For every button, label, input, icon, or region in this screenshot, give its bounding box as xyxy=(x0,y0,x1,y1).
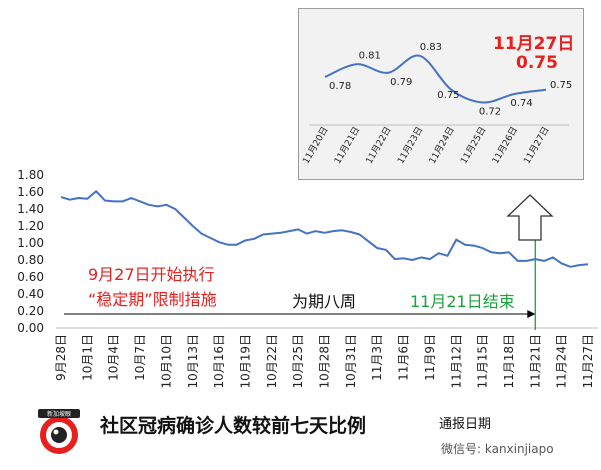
x-tick-label: 11月21日 xyxy=(528,334,542,389)
chart-title: 社区冠病确诊人数较前七天比例 xyxy=(100,415,367,437)
x-tick-label: 11月3日 xyxy=(370,334,384,381)
duration-annotation: 为期八周 xyxy=(292,292,357,311)
main-chart: 1.80 1.60 1.40 1.20 1.00 0.80 0.60 0.40 0.20 0.00… xyxy=(17,168,598,389)
y-tick-label: 0.80 xyxy=(17,253,44,267)
inset-series-line xyxy=(324,54,547,104)
x-tick-label: 10月4日 xyxy=(107,334,121,381)
inset-x-tick-label: 11月21日 xyxy=(332,125,362,166)
duration-arrow-head xyxy=(527,310,536,318)
x-tick-label: 11月6日 xyxy=(397,334,411,381)
logo-text: 新加坡眼 xyxy=(47,410,71,418)
y-tick-label: 0.40 xyxy=(17,287,44,301)
x-tick-label: 11月9日 xyxy=(423,334,437,381)
y-tick-label: 1.60 xyxy=(17,185,44,199)
logo-icon: 新加坡眼 xyxy=(38,409,80,454)
inset-data-label: 0.78 xyxy=(329,81,351,92)
x-tick-label: 11月27日 xyxy=(581,334,595,389)
policy-annotation-line1: 9月27日开始执行 xyxy=(88,265,215,284)
x-tick-label: 10月13日 xyxy=(186,334,200,389)
series-line xyxy=(60,190,589,268)
x-axis-label: 通报日期 xyxy=(439,417,492,432)
inset-zoom-panel: 0.78 0.81 0.79 0.83 0.75 0.72 0.74 0.75 11月20日 11… xyxy=(298,8,584,180)
x-tick-label: 10月19日 xyxy=(238,334,252,389)
x-tick-label: 10月10日 xyxy=(159,334,173,389)
x-tick-label: 11月15日 xyxy=(476,334,490,389)
callout-arrow-icon xyxy=(506,194,554,241)
x-tick-label: 10月22日 xyxy=(265,334,279,389)
x-tick-label: 11月18日 xyxy=(502,334,516,389)
inset-data-label: 0.83 xyxy=(420,42,442,53)
y-tick-label: 0.00 xyxy=(17,321,44,335)
inset-x-tick-label: 11月23日 xyxy=(395,125,425,166)
inset-x-tick-label: 11月20日 xyxy=(301,125,331,166)
inset-x-tick-label: 11月26日 xyxy=(490,125,520,166)
inset-data-label: 0.72 xyxy=(479,107,501,118)
inset-callout-value: 0.75 xyxy=(516,53,558,73)
inset-data-label: 0.74 xyxy=(510,98,532,109)
inset-data-label: 0.79 xyxy=(390,77,412,88)
inset-x-tick-label: 11月25日 xyxy=(458,125,488,166)
policy-annotation-line2: “稳定期”限制措施 xyxy=(88,290,217,309)
inset-x-tick-label: 11月22日 xyxy=(364,125,394,166)
x-tick-label: 10月16日 xyxy=(212,334,226,389)
y-tick-label: 0.60 xyxy=(17,270,44,284)
y-tick-label: 1.40 xyxy=(17,202,44,216)
end-annotation: 11月21日结束 xyxy=(410,292,515,311)
x-tick-label: 10月7日 xyxy=(133,334,147,381)
y-tick-label: 1.00 xyxy=(17,236,44,250)
inset-callout-date: 11月27日 xyxy=(493,34,575,54)
y-tick-label: 1.20 xyxy=(17,219,44,233)
x-tick-label: 11月12日 xyxy=(449,334,463,389)
x-tick-label: 11月24日 xyxy=(555,334,569,389)
y-tick-label: 1.80 xyxy=(17,168,44,182)
x-tick-label: 9月28日 xyxy=(54,334,68,381)
inset-data-label: 0.75 xyxy=(437,90,459,101)
x-tick-label: 10月31日 xyxy=(344,334,358,389)
x-tick-label: 10月1日 xyxy=(80,334,94,381)
inset-data-label: 0.81 xyxy=(359,50,381,61)
wechat-id: 微信号: kanxinjiapo xyxy=(441,442,554,456)
inset-x-tick-label: 11月24日 xyxy=(427,125,457,166)
y-tick-label: 0.20 xyxy=(17,304,44,318)
x-tick-label: 10月25日 xyxy=(291,334,305,389)
x-tick-label: 10月28日 xyxy=(318,334,332,389)
inset-data-label: 0.75 xyxy=(550,80,572,91)
inset-x-tick-label: 11月27日 xyxy=(522,125,552,166)
